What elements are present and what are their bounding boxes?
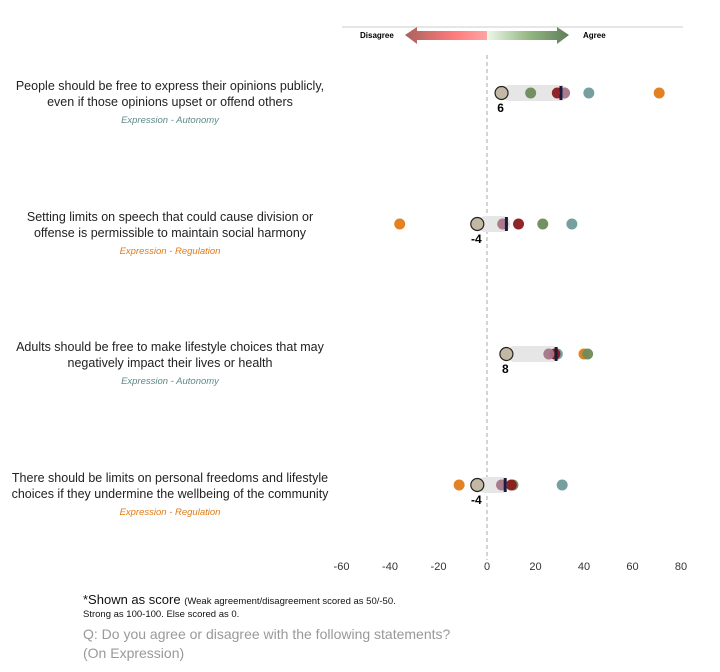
footnote-detail-2: Strong as 100-100. Else scored as 0. — [83, 609, 240, 620]
x-tick-label: -40 — [382, 561, 398, 573]
point-orange — [394, 218, 406, 230]
footnote-main: *Shown as score — [83, 592, 181, 607]
statement: Setting limits on speech that could caus… — [0, 209, 340, 260]
x-tick-label: -20 — [431, 561, 447, 573]
category-tag: Expression - Autonomy — [121, 115, 219, 126]
statement: Adults should be free to make lifestyle … — [0, 339, 340, 390]
overall-label: 6 — [497, 101, 504, 115]
average-marker — [504, 217, 508, 231]
average-marker — [503, 478, 507, 492]
statement-row: 8 — [499, 346, 594, 376]
statement-row: -4 — [394, 216, 578, 246]
point-darkred — [513, 218, 525, 230]
category-tag: Expression - Regulation — [119, 507, 221, 518]
statement-line: Adults should be free to make lifestyle … — [16, 340, 324, 354]
statement-line: choices if they undermine the wellbeing … — [11, 487, 329, 501]
disagree-label: Disagree — [360, 31, 394, 40]
point-teal — [556, 479, 568, 491]
x-tick-label: 20 — [529, 561, 541, 573]
point-orange — [453, 479, 465, 491]
footnote-detail: (Weak agreement/disagreement scored as 5… — [184, 596, 396, 607]
disagree-arrow — [405, 27, 487, 44]
overall-point — [470, 477, 485, 493]
statement-line: Setting limits on speech that could caus… — [26, 210, 314, 224]
statement-line: People should be free to express their o… — [15, 79, 325, 93]
point-green — [582, 348, 594, 360]
x-tick-label: 60 — [626, 561, 638, 573]
overall-label: 8 — [502, 362, 509, 376]
overall-point — [494, 85, 509, 101]
statement-line: There should be limits on personal freed… — [11, 471, 329, 485]
point-mauve — [543, 348, 555, 360]
point-darkred — [505, 479, 517, 491]
point-teal — [566, 218, 578, 230]
statement-line: negatively impact their lives or health — [67, 356, 273, 370]
category-tag: Expression - Regulation — [119, 246, 221, 257]
point-orange — [653, 87, 665, 99]
point-green — [525, 87, 537, 99]
statement: There should be limits on personal freed… — [0, 470, 340, 521]
statement-row: 6 — [494, 85, 665, 115]
overall-label: -4 — [471, 232, 482, 246]
average-marker — [554, 347, 558, 361]
overall-point — [470, 216, 485, 232]
agree-label: Agree — [583, 31, 606, 40]
footnote: *Shown as score (Weak agreement/disagree… — [83, 592, 396, 607]
statement: People should be free to express their o… — [0, 78, 340, 129]
statement-line: offense is permissible to maintain socia… — [33, 226, 307, 240]
statement-line: even if those opinions upset or offend o… — [47, 95, 293, 109]
x-tick-label: 40 — [578, 561, 590, 573]
category-tag: Expression - Autonomy — [121, 376, 219, 387]
overall-point — [499, 346, 514, 362]
x-tick-label: 0 — [484, 561, 490, 573]
x-tick-label: -60 — [334, 561, 350, 573]
dot-chart: Disagree Agree -60 -40 -20 0 20 40 60 80 6 -4 8 -4 — [334, 26, 687, 573]
overall-label: -4 — [471, 493, 482, 507]
x-tick-label: 80 — [675, 561, 687, 573]
average-marker — [559, 86, 563, 100]
question-line-1: Q: Do you agree or disagree with the fol… — [83, 626, 451, 642]
agree-arrow — [487, 27, 569, 44]
point-green — [537, 218, 549, 230]
question-line-2: (On Expression) — [83, 645, 185, 661]
point-teal — [583, 87, 595, 99]
statement-row: -4 — [453, 477, 568, 507]
